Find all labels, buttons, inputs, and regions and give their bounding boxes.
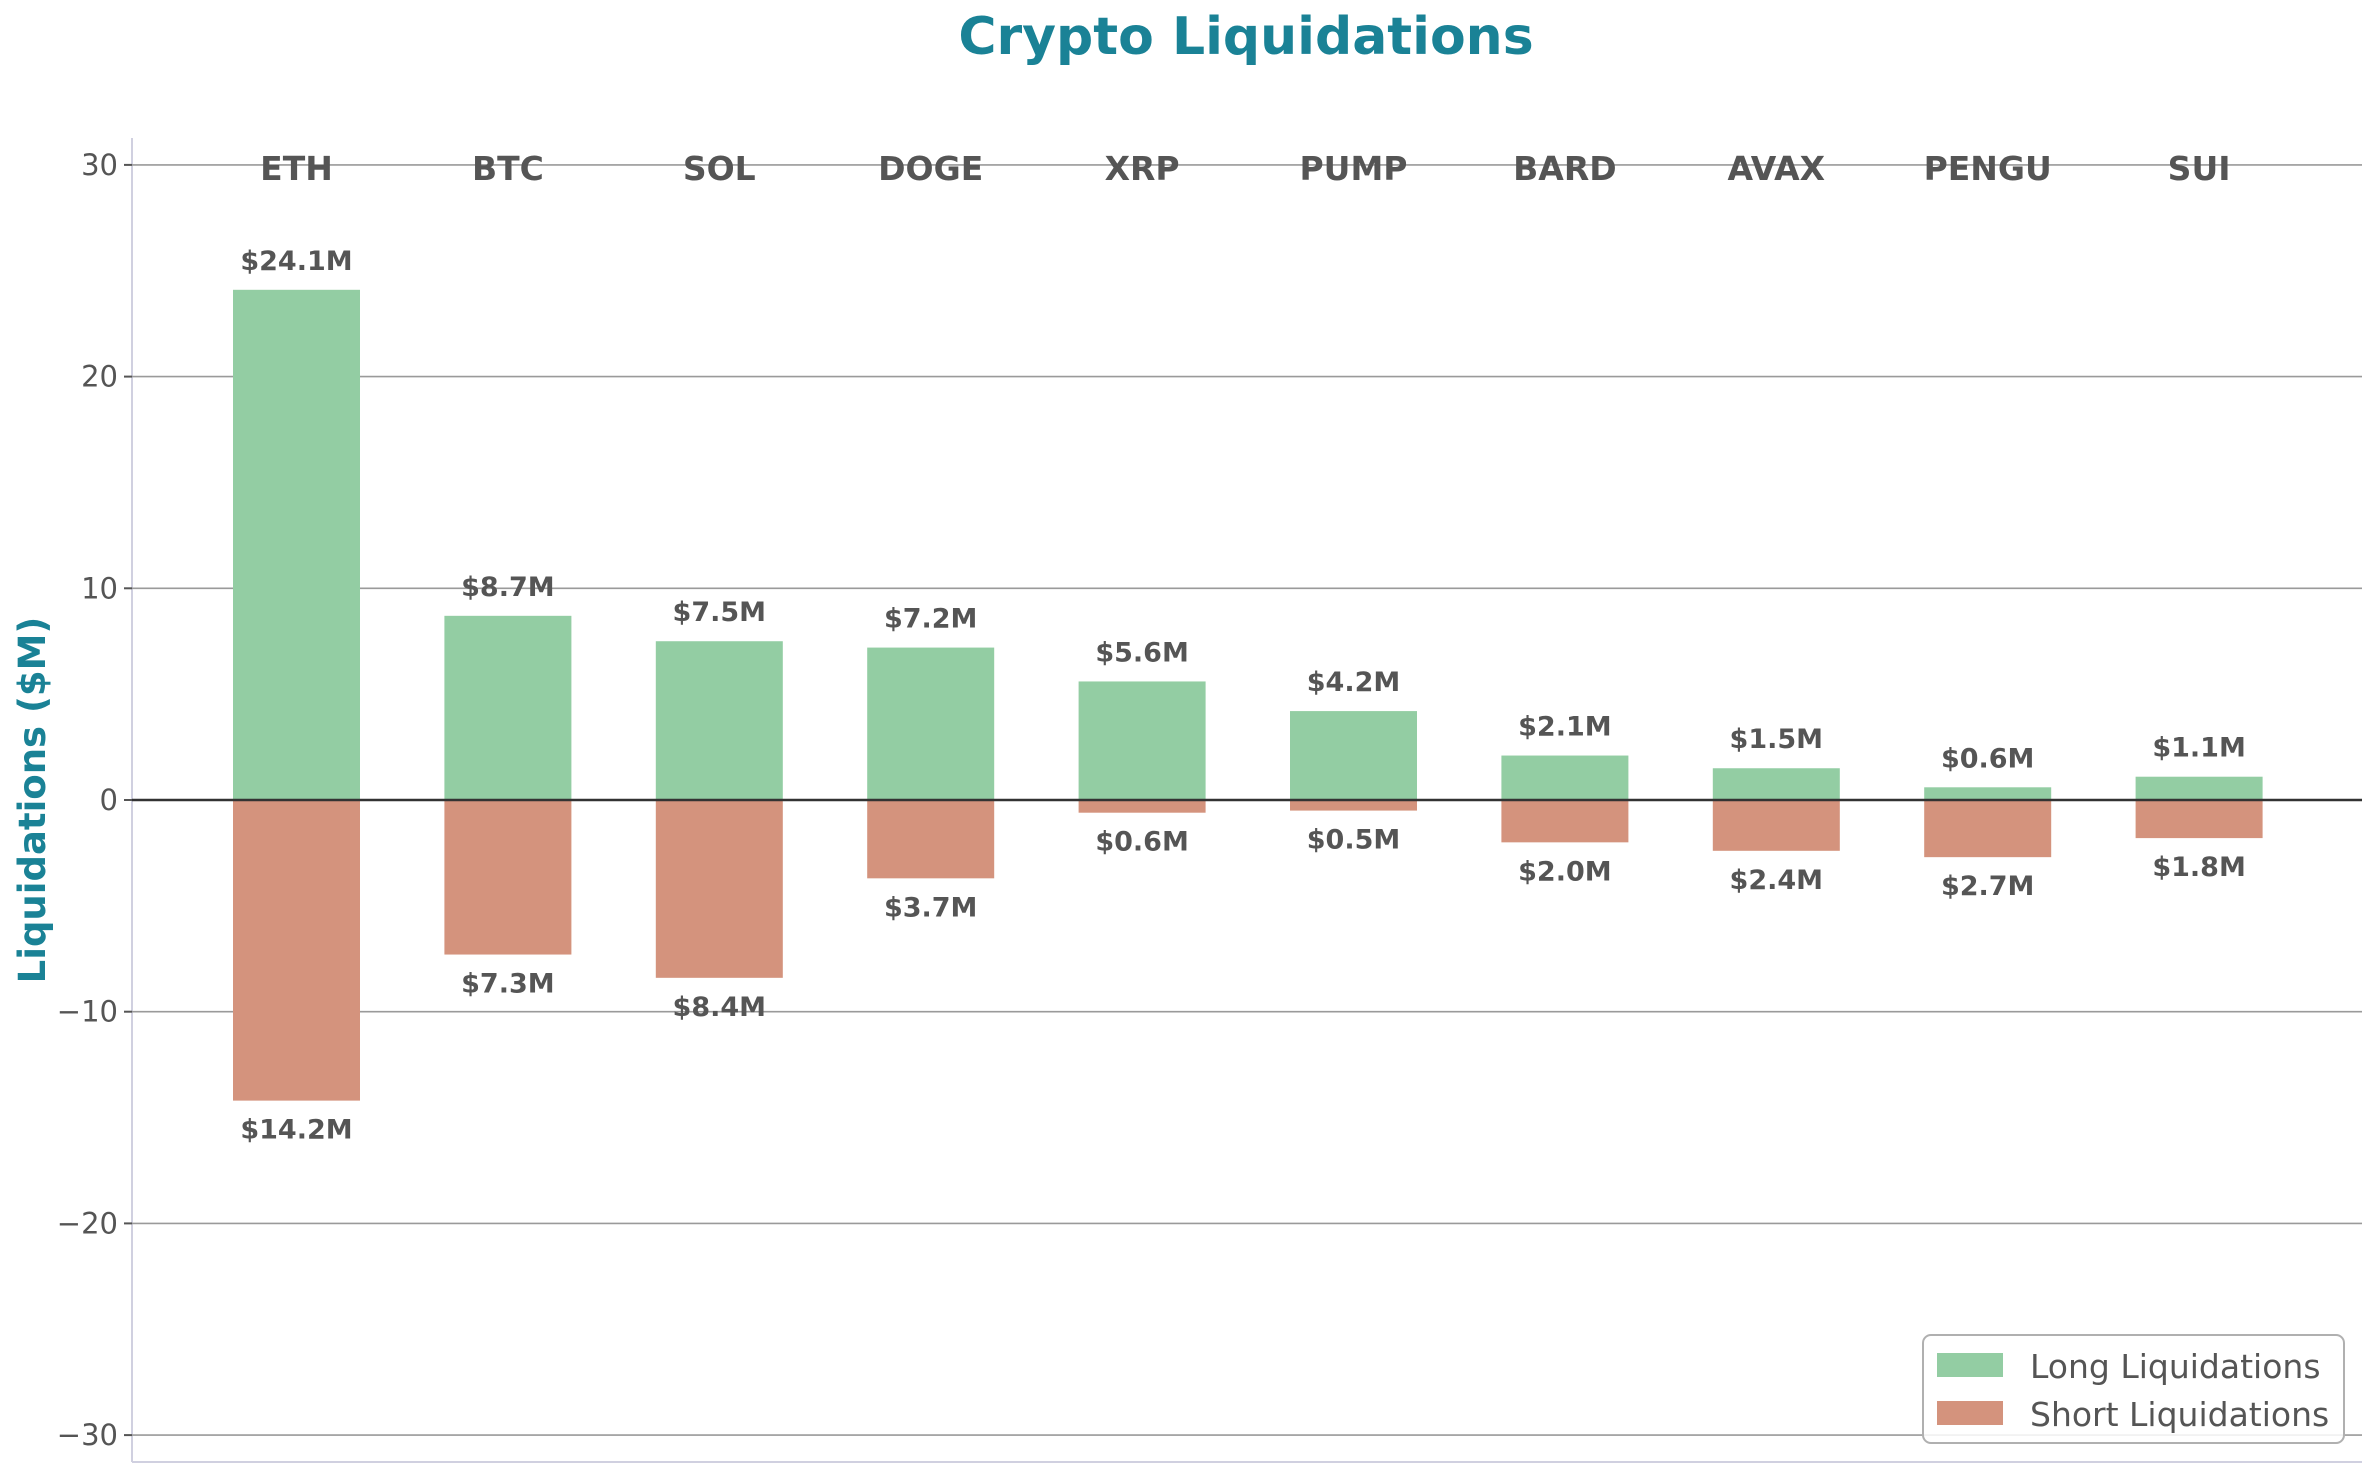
long-liquidation-bar bbox=[233, 289, 360, 800]
y-tick-label: −30 bbox=[57, 1418, 118, 1452]
short-liquidation-bar bbox=[1078, 800, 1206, 813]
long-value-label: $7.5M bbox=[673, 597, 767, 628]
short-value-label: $2.0M bbox=[1518, 856, 1612, 887]
short-liquidation-bar bbox=[1712, 800, 1840, 851]
y-tick-label: −20 bbox=[57, 1206, 118, 1240]
short-value-label: $1.8M bbox=[2152, 852, 2246, 883]
short-liquidation-bar bbox=[2135, 800, 2263, 839]
category-label: XRP bbox=[1105, 149, 1180, 188]
long-liquidation-bar bbox=[1712, 768, 1840, 800]
short-liquidation-bar bbox=[444, 800, 572, 955]
y-tick-label: 30 bbox=[81, 148, 118, 182]
long-value-label: $4.2M bbox=[1307, 667, 1401, 698]
short-value-label: $14.2M bbox=[240, 1115, 352, 1146]
long-liquidation-bar bbox=[1924, 787, 2052, 800]
short-value-label: $0.5M bbox=[1307, 825, 1401, 856]
category-label: BARD bbox=[1513, 149, 1617, 188]
long-liquidation-bar bbox=[655, 641, 783, 800]
legend-swatch-long bbox=[1937, 1353, 2003, 1377]
category-label: SOL bbox=[683, 149, 756, 188]
chart-title: Crypto Liquidations bbox=[958, 7, 1533, 67]
labels: 30 20 10 0 −10 −20 −30 $24.1M $14.2M ETH $8.7M $7.3… bbox=[57, 148, 2246, 1452]
long-value-label: $7.2M bbox=[884, 604, 978, 635]
short-liquidation-bar bbox=[1501, 800, 1629, 843]
long-value-label: $5.6M bbox=[1095, 637, 1189, 668]
long-value-label: $1.1M bbox=[2152, 733, 2246, 764]
short-liquidation-bar bbox=[655, 800, 783, 978]
long-liquidation-bar bbox=[2135, 776, 2263, 800]
long-value-label: $24.1M bbox=[240, 246, 352, 277]
y-tick-label: −10 bbox=[57, 995, 118, 1029]
long-liquidation-bar bbox=[1501, 755, 1629, 800]
long-value-label: $0.6M bbox=[1941, 743, 2035, 774]
legend-label-short: Short Liquidations bbox=[2030, 1395, 2329, 1434]
legend-box bbox=[1922, 1334, 2345, 1444]
short-value-label: $0.6M bbox=[1095, 827, 1189, 858]
short-value-label: $2.4M bbox=[1730, 865, 1824, 896]
short-value-label: $7.3M bbox=[461, 969, 555, 1000]
long-value-label: $2.1M bbox=[1518, 712, 1612, 743]
category-label: DOGE bbox=[878, 149, 983, 188]
y-axis-label: Liquidations ($M) bbox=[11, 617, 54, 984]
legend-swatch-short bbox=[1937, 1401, 2003, 1425]
long-liquidation-bar bbox=[867, 647, 995, 800]
category-label: BTC bbox=[472, 149, 544, 188]
legend-label-long: Long Liquidations bbox=[2030, 1347, 2321, 1386]
short-liquidation-bar bbox=[1290, 800, 1417, 811]
short-value-label: $3.7M bbox=[884, 892, 978, 923]
long-value-label: $1.5M bbox=[1730, 724, 1824, 755]
legend: Long Liquidations Short Liquidations bbox=[1922, 1334, 2345, 1444]
long-value-label: $8.7M bbox=[461, 572, 555, 603]
bars bbox=[233, 289, 2263, 1101]
category-label: PENGU bbox=[1924, 149, 2052, 188]
y-tick-label: 10 bbox=[81, 571, 118, 605]
short-liquidation-bar bbox=[233, 800, 360, 1101]
short-liquidation-bar bbox=[867, 800, 995, 879]
short-liquidation-bar bbox=[1924, 800, 2052, 858]
long-liquidation-bar bbox=[1078, 681, 1206, 800]
category-label: ETH bbox=[260, 149, 333, 188]
y-tick-label: 0 bbox=[100, 783, 118, 817]
long-liquidation-bar bbox=[1290, 711, 1417, 800]
category-label: PUMP bbox=[1299, 149, 1407, 188]
short-value-label: $2.7M bbox=[1941, 871, 2035, 902]
short-value-label: $8.4M bbox=[673, 992, 767, 1023]
category-label: AVAX bbox=[1728, 149, 1826, 188]
y-tick-label: 20 bbox=[81, 360, 118, 394]
category-label: SUI bbox=[2168, 149, 2231, 188]
long-liquidation-bar bbox=[444, 615, 572, 800]
